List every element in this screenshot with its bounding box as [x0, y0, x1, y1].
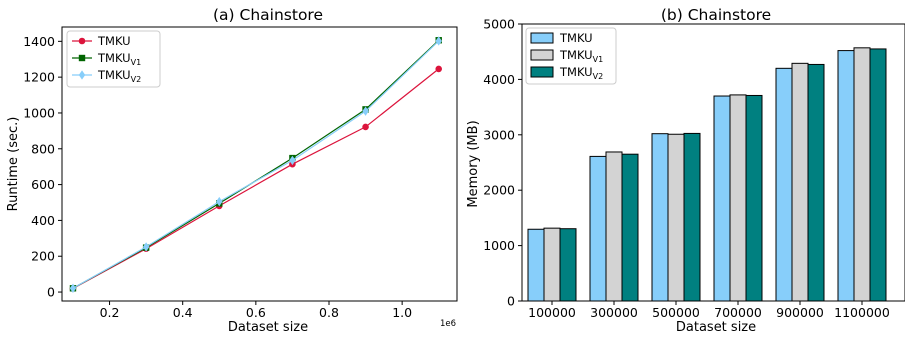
memory-x-tick-label: 900000	[776, 305, 824, 320]
memory-chart: (b) Chainstore Dataset size Memory (MB) …	[466, 6, 905, 335]
runtime-series-line-2	[72, 40, 440, 289]
runtime-series-point-0	[435, 65, 443, 73]
memory-bar-0	[837, 50, 855, 302]
memory-y-tick-label: 5000	[483, 17, 515, 32]
memory-bar-1	[729, 94, 747, 302]
runtime-y-tick-label: 200	[31, 249, 55, 264]
memory-x-tick-label: 1100000	[834, 305, 890, 320]
memory-y-axis-title: Memory (MB)	[466, 120, 481, 207]
memory-bar-2	[869, 48, 887, 302]
runtime-x-axis-title: Dataset size	[228, 320, 308, 335]
runtime-y-tick-label: 1200	[23, 70, 55, 85]
memory-y-tick-label: 3000	[483, 127, 515, 142]
memory-legend-swatch-0	[530, 32, 554, 44]
runtime-y-tick-label: 600	[31, 177, 55, 192]
memory-x-axis-title: Dataset size	[676, 320, 756, 335]
memory-y-tick-label: 0	[507, 294, 515, 309]
runtime-x-tick-label: 1.0	[392, 305, 412, 320]
memory-bar-2	[683, 132, 701, 302]
runtime-x-tick-label: 0.2	[100, 305, 120, 320]
runtime-legend-marker-2	[78, 70, 86, 80]
memory-legend-swatch-2	[530, 66, 554, 78]
memory-bar-1	[605, 151, 623, 302]
runtime-legend-box	[66, 30, 161, 88]
memory-legend-label-2: TMKUV2	[559, 65, 603, 81]
runtime-chart: (a) Chainstore Dataset size Runtime (sec…	[6, 6, 458, 335]
runtime-x-tick-label: 0.8	[319, 305, 339, 320]
memory-bar-2	[745, 94, 763, 302]
runtime-y-tick-label: 0	[47, 285, 55, 300]
memory-x-tick-label: 700000	[714, 305, 762, 320]
runtime-legend-label-1: TMKUV1	[97, 51, 141, 67]
runtime-chart-title: (a) Chainstore	[213, 6, 323, 24]
memory-bar-0	[775, 67, 793, 302]
runtime-legend-marker-0	[78, 37, 86, 45]
runtime-series-point-0	[362, 123, 369, 131]
runtime-legend-label-0: TMKU	[97, 34, 131, 48]
memory-bar-0	[713, 95, 731, 302]
memory-bar-2	[559, 228, 577, 302]
memory-y-tick-label: 4000	[483, 72, 515, 87]
memory-x-tick-label: 500000	[652, 305, 700, 320]
runtime-x-tick-label: 0.6	[246, 305, 266, 320]
memory-bar-2	[621, 153, 639, 302]
memory-bar-0	[589, 155, 607, 302]
memory-plot-frame	[521, 23, 905, 302]
runtime-legend-label-2: TMKUV2	[97, 68, 141, 84]
memory-bar-1	[853, 47, 871, 302]
runtime-series-line-0	[72, 68, 440, 289]
runtime-y-tick-label: 800	[31, 141, 55, 156]
runtime-series-point-2	[69, 283, 77, 293]
runtime-y-tick-label: 1400	[23, 34, 55, 49]
memory-bar-2	[807, 63, 825, 302]
memory-legend-label-0: TMKU	[559, 31, 593, 45]
runtime-y-tick-label: 400	[31, 213, 55, 228]
memory-bar-0	[651, 133, 669, 302]
runtime-y-axis-title: Runtime (sec.)	[6, 117, 21, 212]
runtime-x-tick-label: 0.4	[173, 305, 193, 320]
runtime-y-tick-label: 1000	[23, 105, 55, 120]
runtime-series-point-2	[142, 242, 150, 252]
runtime-series-point-2	[216, 196, 223, 207]
memory-x-tick-label: 300000	[590, 305, 638, 320]
memory-chart-title: (b) Chainstore	[661, 6, 771, 24]
memory-legend-swatch-1	[530, 49, 554, 61]
memory-y-tick-label: 2000	[483, 183, 515, 198]
memory-bar-1	[791, 62, 809, 302]
runtime-legend-marker-1	[78, 54, 86, 62]
runtime-series-point-2	[362, 106, 369, 116]
memory-bar-1	[667, 133, 685, 302]
memory-bar-1	[543, 227, 561, 302]
memory-bar-0	[527, 228, 545, 302]
memory-y-tick-label: 1000	[483, 238, 515, 253]
memory-x-tick-label: 100000	[528, 305, 576, 320]
runtime-series-point-2	[289, 155, 296, 166]
runtime-x-offset-label: 1e6	[440, 319, 456, 329]
runtime-series-point-2	[435, 36, 442, 46]
memory-legend-label-1: TMKUV1	[559, 48, 603, 64]
runtime-plot-frame	[61, 26, 458, 302]
